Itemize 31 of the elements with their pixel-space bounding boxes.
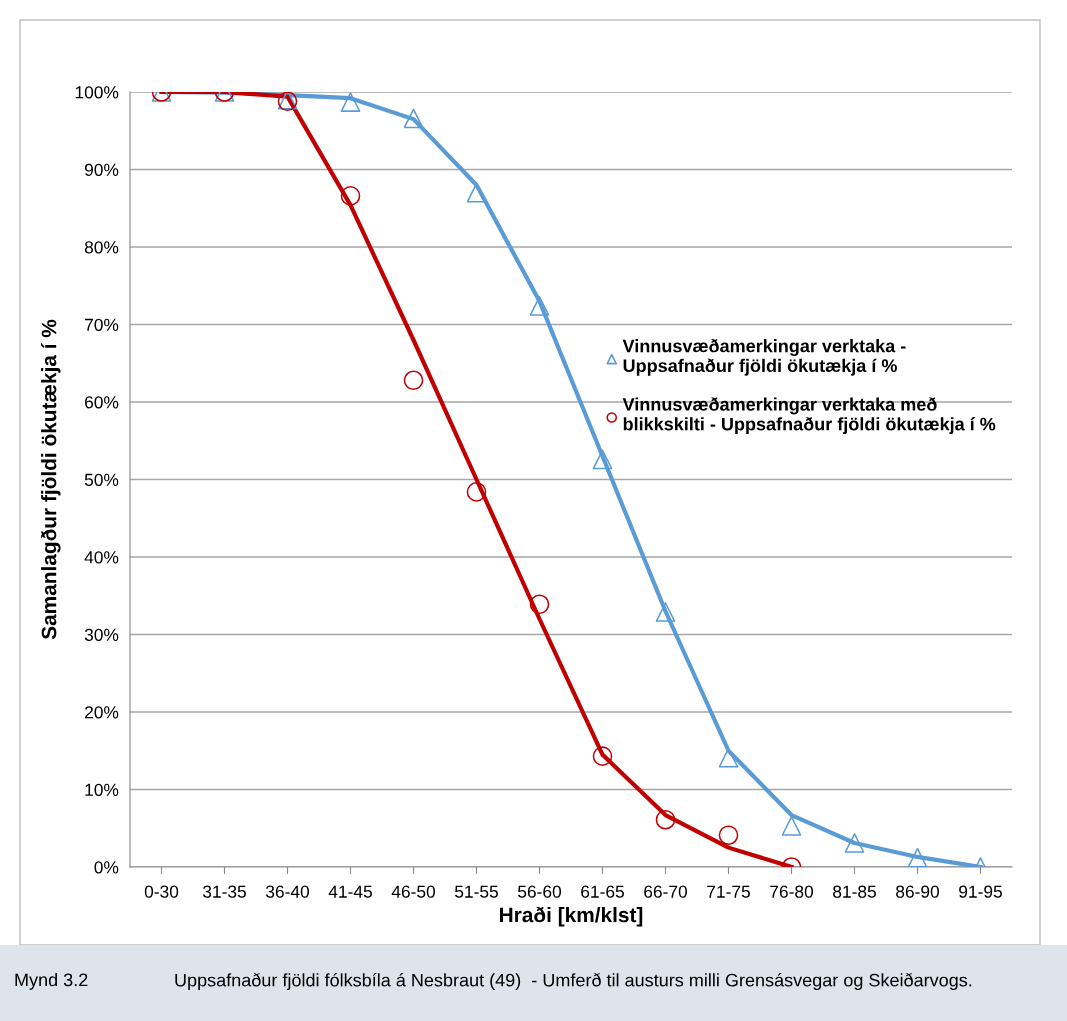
x-tick-label: 51-55 <box>455 885 498 898</box>
x-tick-label: 76-80 <box>770 885 814 898</box>
y-tick-label: 60% <box>85 396 119 409</box>
y-tick-label: 80% <box>84 241 119 254</box>
y-tick-label: 0% <box>94 861 119 874</box>
x-tick-label: 41-45 <box>328 885 372 898</box>
x-tick-label: 31-35 <box>202 885 246 898</box>
y-tick-label: 90% <box>84 163 119 176</box>
y-tick-label: 50% <box>84 473 119 486</box>
y-tick-label: 40% <box>84 551 119 564</box>
x-tick-label: 46-50 <box>391 885 436 898</box>
x-tick-label: 71-75 <box>707 885 750 898</box>
x-tick-label: 66-70 <box>644 885 688 898</box>
x-tick-label: 36-40 <box>265 885 310 898</box>
y-axis-title: Samanlagður fjöldi ökutækja í % <box>40 319 61 640</box>
x-tick-label: 0-30 <box>144 885 179 898</box>
x-tick-label: 81-85 <box>833 885 876 898</box>
y-tick-label: 70% <box>85 318 119 331</box>
y-tick-label: 100% <box>75 86 119 99</box>
x-tick-label: 91-95 <box>959 885 1002 898</box>
y-tick-label: 20% <box>85 706 119 719</box>
legend-label: Vinnusvæðamerkingar verktaka - Uppsafnaður fjöldi ökutækja í % <box>622 338 906 376</box>
x-axis-title: Hraði [km/klst] <box>500 906 643 927</box>
text: Uppsafnaður fjöldi fólksbíla á Nesbraut (49) - Umferð til austurs milli Grensásvegar og Skeiðarvogs. <box>175 973 972 991</box>
y-tick-label: 30% <box>84 628 119 641</box>
x-tick-label: 86-90 <box>896 885 940 898</box>
text: Mynd 3.2 <box>15 973 88 990</box>
legend-label: Vinnusvæðamerkingar verktaka með blikkskilti - Uppsafnaður fjöldi ökutækja í % <box>622 397 996 435</box>
x-tick-label: 56-60 <box>518 885 562 898</box>
y-tick-label: 10% <box>85 783 119 796</box>
x-tick-label: 61-65 <box>581 885 624 898</box>
